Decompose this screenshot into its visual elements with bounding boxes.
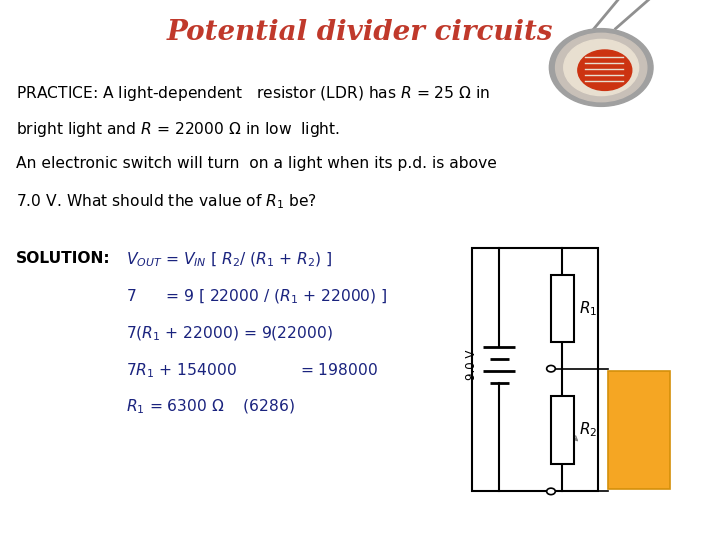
Text: 7.0 V. What should the value of $R_1$ be?: 7.0 V. What should the value of $R_1$ be… [16, 192, 317, 211]
Circle shape [546, 488, 555, 495]
Circle shape [546, 366, 555, 372]
Text: 9.0 V: 9.0 V [465, 350, 479, 380]
Text: bright light and $R$ = 22000 Ω in low  light.: bright light and $R$ = 22000 Ω in low li… [16, 120, 340, 139]
Text: $R_1$: $R_1$ [580, 299, 598, 318]
Text: An electronic switch will turn  on a light when its p.d. is above: An electronic switch will turn on a ligh… [16, 156, 497, 171]
Text: $V_{OUT}$ = $V_{IN}$ [ $R_2$/ ($R_1$ + $R_2$) ]: $V_{OUT}$ = $V_{IN}$ [ $R_2$/ ($R_1$ + $… [126, 251, 333, 269]
Bar [472, 248, 598, 491]
Text: electronic
switch: electronic switch [610, 419, 668, 441]
Bar [608, 372, 670, 489]
Text: $R_1$ = 6300 Ω    (6286): $R_1$ = 6300 Ω (6286) [126, 398, 295, 416]
Text: PRACTICE: A light-dependent   resistor (LDR) has $R$ = 25 Ω in: PRACTICE: A light-dependent resistor (LD… [16, 84, 490, 103]
Circle shape [556, 33, 647, 102]
Bar [551, 396, 574, 464]
Text: SOLUTION:: SOLUTION: [16, 251, 110, 266]
Circle shape [564, 39, 639, 96]
Text: 7$R_1$ + 154000             = 198000: 7$R_1$ + 154000 = 198000 [126, 361, 378, 380]
Circle shape [578, 50, 631, 90]
Text: 7($R_1$ + 22000) = 9(22000): 7($R_1$ + 22000) = 9(22000) [126, 325, 333, 343]
Text: 7      = 9 [ 22000 / ($R_1$ + 22000) ]: 7 = 9 [ 22000 / ($R_1$ + 22000) ] [126, 288, 387, 306]
Bar [551, 275, 574, 342]
Circle shape [549, 29, 653, 106]
Text: $R_2$: $R_2$ [580, 421, 598, 440]
Text: Potential divider circuits: Potential divider circuits [167, 19, 553, 46]
